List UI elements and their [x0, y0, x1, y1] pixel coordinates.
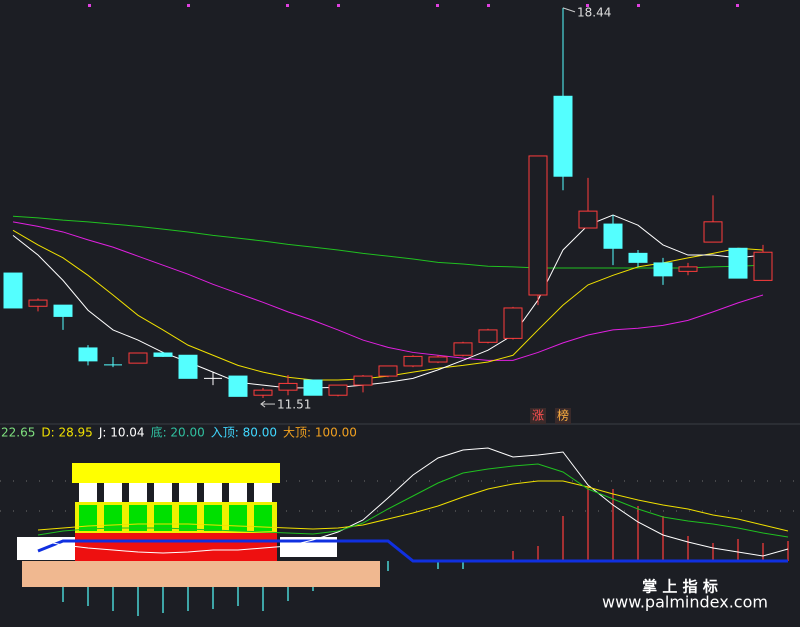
candle-body [453, 342, 473, 356]
candle-body [303, 379, 323, 396]
legend-item: 底: 20.00 [151, 425, 205, 440]
candle-body [753, 251, 773, 281]
candle-body [353, 375, 373, 386]
candle-body [53, 304, 73, 317]
indicator-line [37, 463, 789, 538]
max-label: 18.44 [577, 5, 611, 19]
signal-box [555, 408, 571, 424]
signals: 涨 榜 [530, 408, 571, 424]
ma-line [12, 215, 764, 269]
candle-body [3, 272, 23, 309]
candle-body [228, 375, 248, 397]
max-arrow [562, 7, 576, 13]
candle-body [378, 365, 398, 377]
candle-body [428, 356, 448, 363]
watermark-url: www.palmindex.com [602, 593, 768, 612]
candle-body [603, 223, 623, 249]
candle-body [328, 384, 348, 396]
candle-body [653, 262, 673, 277]
candle-body [553, 95, 573, 177]
candle-body [503, 307, 523, 339]
ma-line [12, 214, 764, 389]
legend-item: 大顶: 100.00 [283, 426, 357, 440]
indicator-line [37, 539, 788, 563]
candle-body [728, 247, 748, 279]
candle-body [128, 352, 148, 364]
candle-body [253, 389, 273, 396]
indicator-line [37, 447, 789, 557]
candle-body [403, 355, 423, 367]
top-dots [88, 4, 739, 7]
signal-box [530, 408, 546, 424]
indicator-line [37, 480, 789, 532]
candle-body [478, 329, 498, 343]
legend-item: 入顶: 80.00 [211, 426, 277, 440]
watermark-title: 掌 上 指 标 [642, 578, 718, 596]
candle-body [153, 352, 173, 357]
legend-item: 22.65 [1, 426, 35, 440]
min-arrow-head [260, 400, 266, 408]
candle-body [278, 382, 298, 391]
candle-body [703, 221, 723, 243]
legend-item: D: 28.95 [41, 426, 92, 440]
legend-item: J: 10.04 [98, 426, 145, 440]
signal-label: 榜 [557, 408, 569, 423]
signal-blocks [17, 463, 380, 587]
min-label: 11.51 [277, 398, 311, 412]
ma-line [12, 221, 764, 361]
candle-body [78, 347, 98, 362]
signal-label: 涨 [532, 408, 544, 423]
candle-body [678, 266, 698, 272]
candle-body [628, 252, 648, 263]
candle-body [178, 354, 198, 379]
candle-body [28, 299, 48, 307]
candle-body [578, 210, 598, 229]
candle-body [528, 155, 548, 296]
